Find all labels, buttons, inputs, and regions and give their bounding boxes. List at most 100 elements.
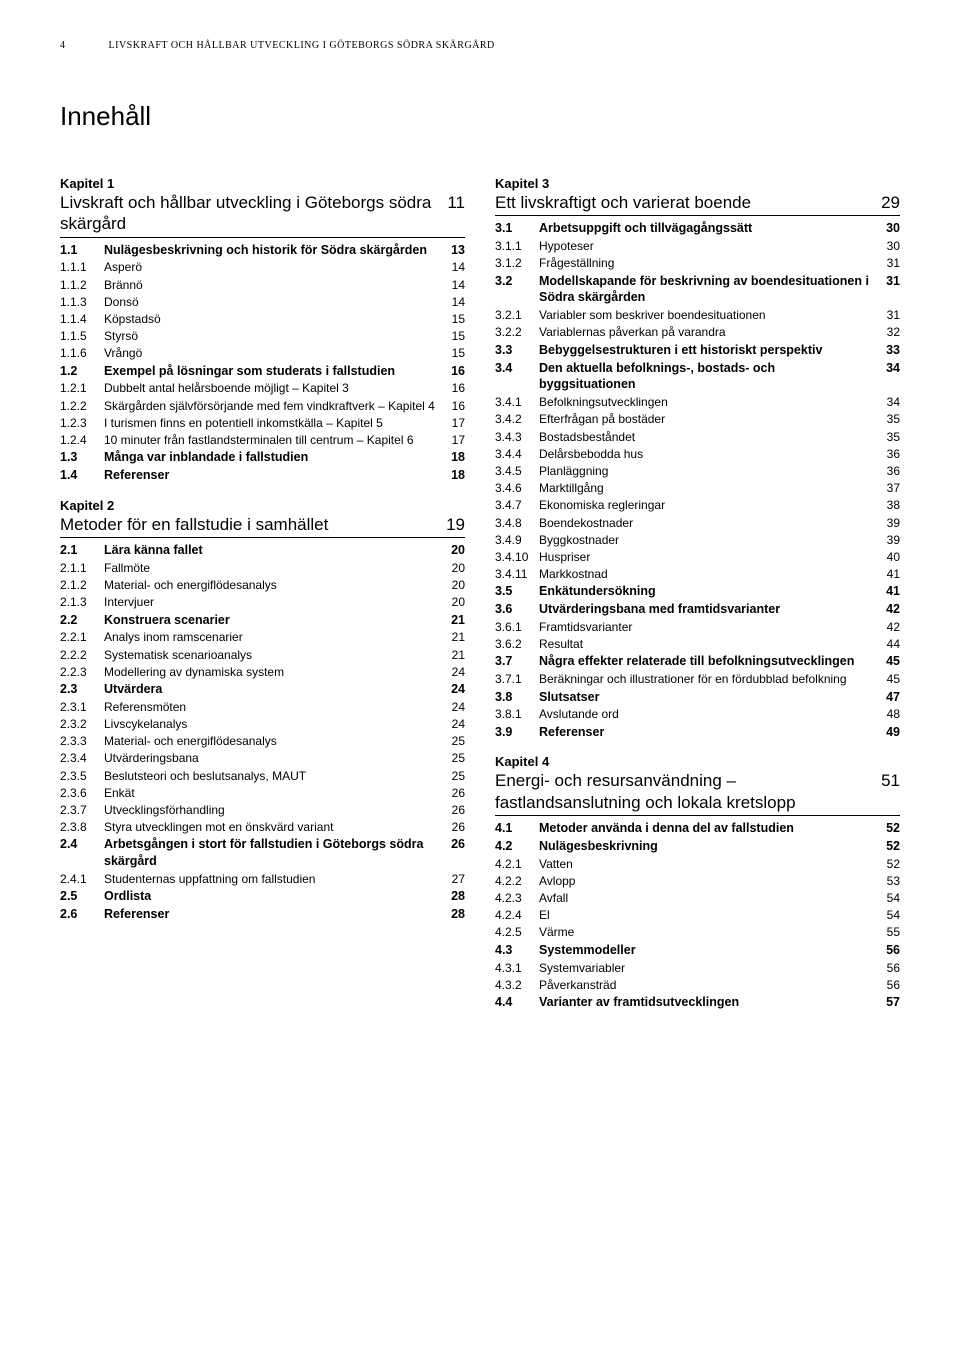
- toc-number: 1.1: [60, 242, 104, 259]
- toc-label: Metoder använda i denna del av fallstudi…: [539, 820, 876, 837]
- toc-number: 2.5: [60, 888, 104, 905]
- toc-label: Systemmodeller: [539, 942, 876, 959]
- toc-page: 53: [876, 873, 900, 889]
- toc-page: 30: [876, 220, 900, 237]
- toc-label: Avslutande ord: [539, 706, 876, 722]
- toc-number: 1.1.3: [60, 294, 104, 310]
- toc-label: Analys inom ramscenarier: [104, 629, 441, 645]
- toc-number: 1.1.4: [60, 311, 104, 327]
- toc-row: 3.4.2Efterfrågan på bostäder35: [495, 411, 900, 427]
- toc-page: 26: [441, 802, 465, 818]
- toc-row: 4.2Nulägesbeskrivning52: [495, 838, 900, 855]
- chapter-page: 51: [873, 771, 900, 791]
- toc-row: 1.1.2Brännö14: [60, 277, 465, 293]
- toc-number: 4.2.3: [495, 890, 539, 906]
- toc-row: 2.4.1Studenternas uppfattning om fallstu…: [60, 871, 465, 887]
- toc-number: 2.3.4: [60, 750, 104, 766]
- toc-row: 3.1Arbetsuppgift och tillvägagångssätt30: [495, 220, 900, 237]
- toc-number: 4.2.2: [495, 873, 539, 889]
- toc-label: Framtidsvarianter: [539, 619, 876, 635]
- toc-row: 4.2.4El54: [495, 907, 900, 923]
- toc-number: 2.2: [60, 612, 104, 629]
- toc-label: Styrsö: [104, 328, 441, 344]
- toc-page: 16: [441, 363, 465, 380]
- toc-page: 17: [441, 432, 465, 448]
- toc-page: 20: [441, 542, 465, 559]
- toc-row: 2.3.7Utvecklingsförhandling26: [60, 802, 465, 818]
- toc-row: 4.4Varianter av framtidsutvecklingen57: [495, 994, 900, 1011]
- toc-page: 35: [876, 429, 900, 445]
- page-header: 4 LIVSKRAFT OCH HÅLLBAR UTVECKLING I GÖT…: [60, 40, 900, 51]
- toc-number: 3.4.5: [495, 463, 539, 479]
- toc-page: 26: [441, 819, 465, 835]
- toc-number: 3.4.9: [495, 532, 539, 548]
- toc-row: 3.2.1Variabler som beskriver boendesitua…: [495, 307, 900, 323]
- toc-row: 3.4.7Ekonomiska regleringar38: [495, 497, 900, 513]
- toc-number: 2.1: [60, 542, 104, 559]
- toc-page: 15: [441, 328, 465, 344]
- toc-row: 1.1Nulägesbeskrivning och historik för S…: [60, 242, 465, 259]
- toc-row: 3.4.9Byggkostnader39: [495, 532, 900, 548]
- running-title: LIVSKRAFT OCH HÅLLBAR UTVECKLING I GÖTEB…: [109, 40, 495, 51]
- toc-number: 3.4: [495, 360, 539, 377]
- toc-row: 3.1.2Frågeställning31: [495, 255, 900, 271]
- toc-label: Referensmöten: [104, 699, 441, 715]
- toc-row: 3.8Slutsatser47: [495, 689, 900, 706]
- toc-label: Utvärdera: [104, 681, 441, 698]
- toc-row: 3.2.2Variablernas påverkan på varandra32: [495, 324, 900, 340]
- toc-row: 2.3.5Beslutsteori och beslutsanalys, MAU…: [60, 768, 465, 784]
- toc-number: 3.7.1: [495, 671, 539, 687]
- toc-number: 3.6.2: [495, 636, 539, 652]
- toc-label: Intervjuer: [104, 594, 441, 610]
- toc-label: Köpstadsö: [104, 311, 441, 327]
- toc-number: 2.3.5: [60, 768, 104, 784]
- toc-page: 31: [876, 273, 900, 290]
- toc-label: Fallmöte: [104, 560, 441, 576]
- toc-number: 2.3.3: [60, 733, 104, 749]
- toc-row: 1.1.5Styrsö15: [60, 328, 465, 344]
- toc-heading: Innehåll: [60, 101, 900, 132]
- toc-number: 3.4.2: [495, 411, 539, 427]
- toc-page: 16: [441, 398, 465, 414]
- toc-number: 2.2.1: [60, 629, 104, 645]
- toc-number: 4.4: [495, 994, 539, 1011]
- toc-label: Utvecklingsförhandling: [104, 802, 441, 818]
- toc-label: Den aktuella befolknings-, bostads- och …: [539, 360, 876, 394]
- toc-page: 24: [441, 699, 465, 715]
- toc-number: 3.5: [495, 583, 539, 600]
- toc-label: Utvärderingsbana med framtidsvarianter: [539, 601, 876, 618]
- chapter-page: 19: [438, 515, 465, 535]
- toc-page: 16: [441, 380, 465, 396]
- toc-label: Nulägesbeskrivning och historik för Södr…: [104, 242, 441, 259]
- toc-page: 26: [441, 836, 465, 853]
- toc-label: Arbetsuppgift och tillvägagångssätt: [539, 220, 876, 237]
- toc-row: 3.4.1Befolkningsutvecklingen34: [495, 394, 900, 410]
- toc-label: Beräkningar och illustrationer för en fö…: [539, 671, 876, 687]
- toc-label: Arbetsgången i stort för fallstudien i G…: [104, 836, 441, 870]
- toc-row: 2.2.3Modellering av dynamiska system24: [60, 664, 465, 680]
- toc-label: Systematisk scenarioanalys: [104, 647, 441, 663]
- toc-row: 2.3.1Referensmöten24: [60, 699, 465, 715]
- toc-number: 3.7: [495, 653, 539, 670]
- toc-row: 3.5Enkätundersökning41: [495, 583, 900, 600]
- chapter-title-row: Livskraft och hållbar utveckling i Göteb…: [60, 192, 465, 238]
- toc-row: 4.2.1Vatten52: [495, 856, 900, 872]
- toc-row: 1.2.410 minuter från fastlandsterminalen…: [60, 432, 465, 448]
- toc-number: 2.3.8: [60, 819, 104, 835]
- toc-page: 42: [876, 619, 900, 635]
- toc-row: 3.4.5Planläggning36: [495, 463, 900, 479]
- toc-number: 3.3: [495, 342, 539, 359]
- toc-column: Kapitel 1Livskraft och hållbar utvecklin…: [60, 162, 465, 1012]
- toc-label: Styra utvecklingen mot en önskvärd varia…: [104, 819, 441, 835]
- toc-label: Nulägesbeskrivning: [539, 838, 876, 855]
- toc-row: 4.2.5Värme55: [495, 924, 900, 940]
- toc-row: 2.3.4Utvärderingsbana25: [60, 750, 465, 766]
- toc-page: 24: [441, 716, 465, 732]
- toc-row: 2.1.2Material- och energiflödesanalys20: [60, 577, 465, 593]
- toc-page: 45: [876, 671, 900, 687]
- toc-page: 31: [876, 307, 900, 323]
- toc-page: 54: [876, 907, 900, 923]
- toc-page: 17: [441, 415, 465, 431]
- toc-row: 2.2Konstruera scenarier21: [60, 612, 465, 629]
- toc-row: 3.4.10Huspriser40: [495, 549, 900, 565]
